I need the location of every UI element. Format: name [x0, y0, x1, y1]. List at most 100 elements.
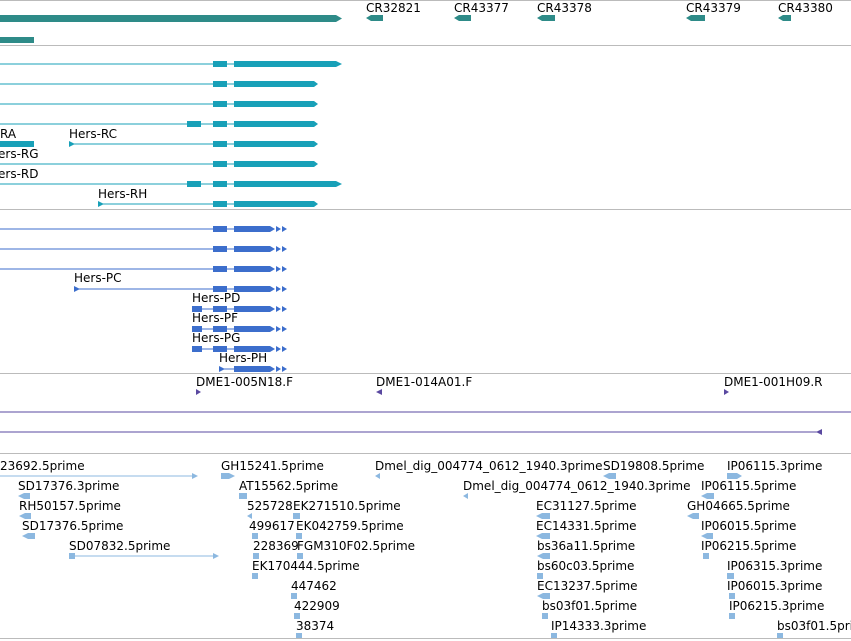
- est-block: [25, 513, 31, 519]
- est-label: bs36a11.5prime: [537, 539, 635, 553]
- exon: [234, 61, 336, 67]
- cds: [213, 326, 227, 332]
- transcript-model[interactable]: [0, 121, 318, 127]
- est-label: IP06215.5prime: [701, 539, 796, 553]
- est-label: EC13237.5prime: [537, 579, 638, 593]
- protein-model[interactable]: [0, 246, 287, 252]
- est-arrow-left: [247, 513, 252, 519]
- noncoding-gene[interactable]: CR43377: [454, 1, 509, 21]
- est-feature[interactable]: bs36a11.5prime: [537, 539, 635, 559]
- est-feature[interactable]: AT15562.5prime: [239, 479, 338, 499]
- exon-arrowhead: [314, 121, 318, 127]
- exon: [234, 121, 314, 127]
- exon: [187, 181, 201, 187]
- est-feature[interactable]: IP06115.5prime: [701, 479, 796, 499]
- protein-model[interactable]: Hers-PF: [192, 311, 287, 332]
- est-feature[interactable]: EC13237.5prime: [537, 579, 638, 599]
- exon-arrowhead: [314, 161, 318, 167]
- est-arrow-left: [536, 533, 542, 539]
- clone-track: DME1-005N18.F DME1-014A01.F DME1-001H09.…: [0, 375, 851, 435]
- est-feature[interactable]: IP06115.3prime: [727, 459, 822, 479]
- cds-arrowheads: [270, 366, 287, 372]
- noncoding-gene[interactable]: CR32821: [366, 1, 421, 21]
- est-arrow-left: [537, 553, 543, 559]
- est-feature[interactable]: 499617: [249, 519, 295, 539]
- est-feature[interactable]: bs03f01.5prime: [542, 599, 637, 619]
- est-feature[interactable]: IP06015.3prime: [727, 579, 822, 599]
- protein-model[interactable]: Hers-PH: [219, 351, 287, 372]
- est-feature[interactable]: GH15241.5prime: [221, 459, 324, 479]
- est-feature[interactable]: 447462: [291, 579, 337, 599]
- est-feature[interactable]: bs03f01.5prime: [777, 619, 851, 638]
- est-feature[interactable]: 228369: [253, 539, 299, 559]
- noncoding-gene-label: CR43379: [686, 1, 741, 15]
- est-block: [297, 553, 303, 559]
- cds: [234, 326, 270, 332]
- exon: [213, 201, 227, 207]
- noncoding-gene[interactable]: CR43379: [686, 1, 741, 21]
- est-block: [707, 533, 713, 539]
- transcript-model[interactable]: Hers-RC: [69, 127, 318, 147]
- est-feature[interactable]: RH50157.5prime: [19, 499, 121, 519]
- gene-bar[interactable]: [0, 37, 34, 43]
- protein-model[interactable]: [0, 266, 287, 272]
- est-feature[interactable]: IP06315.3prime: [727, 559, 822, 579]
- protein-model[interactable]: [0, 226, 287, 232]
- est-label: GH15241.5prime: [221, 459, 324, 473]
- est-feature[interactable]: 38374: [296, 619, 334, 638]
- protein-label: Hers-PD: [192, 291, 240, 305]
- est-feature[interactable]: Dmel_dig_004774_0612_1940.3prime: [375, 459, 603, 479]
- protein-model[interactable]: Hers-PD: [192, 291, 287, 312]
- est-feature[interactable]: SD19808.5prime: [603, 459, 704, 479]
- clone-end[interactable]: DME1-001H09.R: [724, 375, 823, 395]
- est-feature[interactable]: SD17376.5prime: [22, 519, 123, 539]
- exon: [213, 81, 227, 87]
- est-feature[interactable]: EK042759.5prime: [296, 519, 404, 539]
- est-feature[interactable]: IP06215.3prime: [729, 599, 824, 619]
- est-feature[interactable]: 422909: [294, 599, 340, 619]
- transcript-model[interactable]: [0, 101, 318, 107]
- gene-bar[interactable]: [0, 15, 336, 22]
- protein-model[interactable]: Hers-PG: [192, 331, 287, 352]
- est-feature[interactable]: GH04665.5prime: [687, 499, 790, 519]
- est-feature[interactable]: 525728: [247, 499, 293, 519]
- cds-arrowheads: [270, 226, 287, 232]
- est-label: GH04665.5prime: [687, 499, 790, 513]
- transcript-model[interactable]: ers-RG: [0, 147, 318, 167]
- est-feature[interactable]: bs60c03.5prime: [537, 559, 634, 579]
- cds: [234, 266, 270, 272]
- est-label: FGM310F02.5prime: [297, 539, 415, 553]
- est-feature[interactable]: FGM310F02.5prime: [297, 539, 415, 559]
- cds: [213, 246, 227, 252]
- est-feature[interactable]: SD07832.5prime: [69, 539, 219, 559]
- noncoding-gene-label: CR32821: [366, 1, 421, 15]
- est-feature[interactable]: SD17376.3prime: [18, 479, 119, 499]
- est-feature[interactable]: EC14331.5prime: [536, 519, 637, 539]
- cds: [234, 246, 270, 252]
- noncoding-gene[interactable]: CR43380: [778, 1, 833, 21]
- est-feature[interactable]: EC31127.5prime: [536, 499, 637, 519]
- transcript-model[interactable]: Hers-RH: [98, 187, 318, 207]
- cds-arrowheads: [270, 246, 287, 252]
- est-label: 422909: [294, 599, 340, 613]
- est-block: [609, 473, 616, 479]
- est-feature[interactable]: IP06215.5prime: [701, 539, 796, 559]
- est-feature[interactable]: EK170444.5prime: [252, 559, 360, 579]
- transcript-model[interactable]: [0, 81, 318, 87]
- est-feature[interactable]: IP06015.5prime: [701, 519, 796, 539]
- clone-end[interactable]: DME1-005N18.F: [196, 375, 293, 395]
- noncoding-gene-label: CR43377: [454, 1, 509, 15]
- transcript-model[interactable]: [0, 61, 342, 67]
- est-feature[interactable]: Dmel_dig_004774_0612_1940.3prime: [463, 479, 691, 499]
- est-feature[interactable]: 23692.5prime: [0, 459, 198, 479]
- est-feature[interactable]: EK271510.5prime: [293, 499, 401, 519]
- noncoding-gene[interactable]: CR43378: [537, 1, 592, 21]
- protein-model[interactable]: Hers-PC: [74, 271, 287, 292]
- transcript-model[interactable]: ers-RD: [0, 167, 342, 187]
- cds: [234, 306, 270, 312]
- clone-end[interactable]: DME1-014A01.F: [376, 375, 472, 395]
- est-feature[interactable]: IP14333.3prime: [551, 619, 646, 638]
- noncoding-gene-label: CR43380: [778, 1, 833, 15]
- transcript-model[interactable]: RA: [0, 127, 34, 147]
